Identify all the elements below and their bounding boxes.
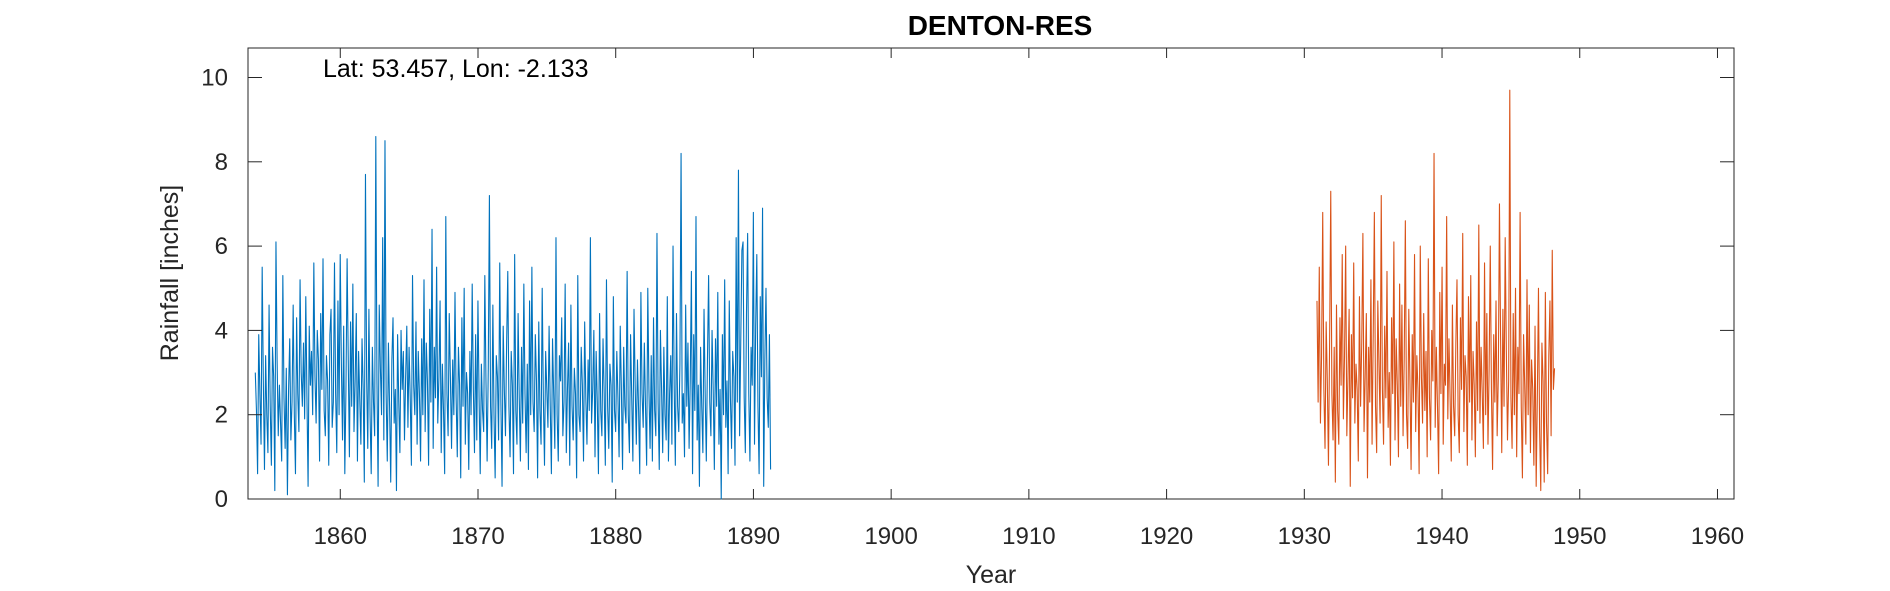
- y-tick-label: 8: [215, 149, 228, 176]
- y-tick-label: 2: [215, 402, 228, 429]
- y-tick-label: 6: [215, 233, 228, 260]
- plot-area: [247, 47, 1735, 500]
- chart-title: DENTON-RES: [908, 10, 1093, 41]
- y-axis-label: Rainfall [inches]: [156, 185, 184, 361]
- series-line-2: [1316, 89, 1556, 492]
- x-tick-label: 1870: [451, 523, 504, 550]
- x-axis-label: Year: [966, 561, 1017, 589]
- y-tick-label: 4: [215, 317, 228, 344]
- x-tick-label: 1950: [1553, 523, 1606, 550]
- series-layer: [254, 89, 1556, 500]
- x-tick-label: 1880: [589, 523, 642, 550]
- axis-ticks: 1860 1870 1880 1890 1900 1910 1920 1930 1940 1950…: [201, 48, 1744, 550]
- x-tick-label: 1960: [1691, 523, 1744, 550]
- x-tick-label: 1910: [1002, 523, 1055, 550]
- x-tick-label: 1920: [1140, 523, 1193, 550]
- x-tick-label: 1890: [727, 523, 780, 550]
- location-annotation: Lat: 53.457, Lon: -2.133: [323, 55, 589, 83]
- x-tick-label: 1900: [864, 523, 917, 550]
- x-tick-label: 1860: [314, 523, 367, 550]
- x-tick-label: 1940: [1415, 523, 1468, 550]
- y-tick-label: 0: [215, 486, 228, 513]
- series-line-1: [254, 135, 772, 500]
- x-tick-label: 1930: [1278, 523, 1331, 550]
- y-tick-label: 10: [201, 65, 228, 92]
